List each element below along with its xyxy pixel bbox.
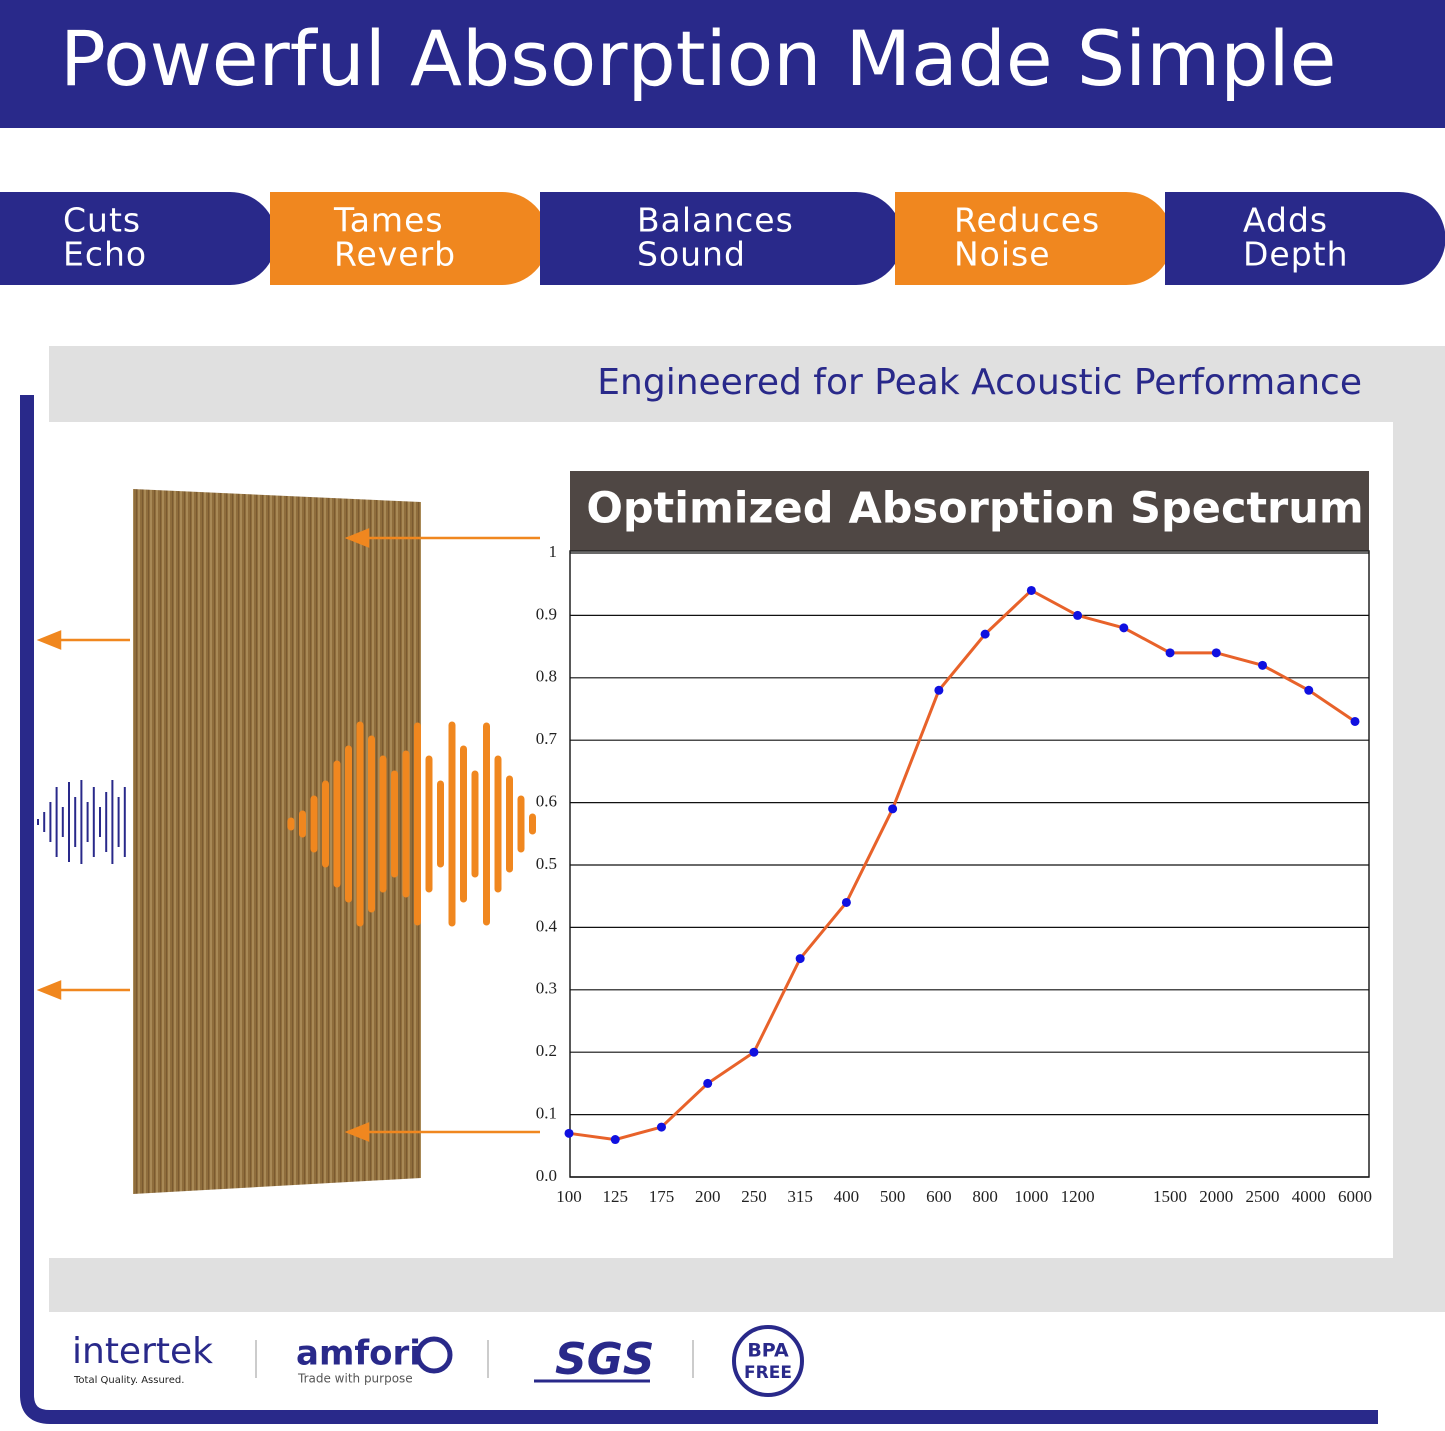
x-tick-label: 800 — [972, 1187, 998, 1206]
y-tick-label: 1 — [549, 542, 558, 561]
data-point — [980, 629, 990, 639]
logo-intertek-tagline: Total Quality. Assured. — [73, 1375, 184, 1386]
logo-intertek: intertek — [72, 1331, 213, 1372]
pill — [895, 192, 1173, 285]
pill-text: Tames — [333, 201, 444, 240]
y-tick-label: 0.0 — [536, 1166, 557, 1185]
chart: 0.0 0.1 0.2 0.3 0.4 0.5 0.6 0.7 0.8 0.9 1 100 125 175… — [536, 542, 1372, 1206]
pill — [0, 192, 277, 285]
x-tick-label: 1000 — [1014, 1187, 1048, 1206]
y-tick-label: 0.5 — [536, 854, 557, 873]
x-tick-label: 1500 — [1153, 1187, 1187, 1206]
x-tick-label: 4000 — [1292, 1187, 1326, 1206]
data-point — [888, 804, 898, 814]
logo-amfori-tagline: Trade with purpose — [297, 1372, 413, 1386]
logos: intertek Total Quality. Assured. amfori … — [72, 1325, 804, 1397]
x-tick-label: 500 — [880, 1187, 906, 1206]
data-point — [1165, 648, 1175, 658]
pill-text: Reduces — [954, 201, 1100, 240]
x-tick-label: 6000 — [1338, 1187, 1372, 1206]
pill-text: Depth — [1243, 235, 1349, 274]
sound-waves — [37, 721, 536, 927]
arrows — [36, 528, 540, 1142]
x-tick-label: 125 — [602, 1187, 628, 1206]
data-point — [1073, 610, 1083, 620]
x-tick-label: 315 — [787, 1187, 813, 1206]
logo-bpa: BPA — [747, 1340, 789, 1362]
data-point — [703, 1078, 713, 1088]
x-tick-label: 250 — [741, 1187, 767, 1206]
header-bar — [0, 0, 1445, 128]
data-point — [934, 685, 944, 695]
data-point — [1211, 648, 1221, 658]
data-point — [795, 954, 805, 964]
data-point — [1119, 623, 1129, 633]
pill-text: Cuts — [63, 201, 141, 240]
logo-bpa-ring — [732, 1325, 804, 1397]
pill-text: Balances — [637, 201, 794, 240]
logo-amfori: amfori — [296, 1334, 421, 1374]
pill-text: Reverb — [334, 235, 456, 274]
header-title: Powerful Absorption Made Simple — [60, 14, 1336, 103]
data-point — [1350, 716, 1360, 726]
pill-text: Echo — [63, 235, 147, 274]
data-point — [656, 1122, 666, 1132]
y-tick-label: 0.4 — [536, 916, 558, 935]
data-point — [564, 1128, 574, 1138]
x-tick-label: 600 — [926, 1187, 952, 1206]
data-point — [610, 1135, 620, 1145]
y-tick-label: 0.3 — [536, 979, 557, 998]
data-point — [1258, 660, 1268, 670]
acoustic-panel — [133, 489, 421, 1194]
chart-title: Optimized Absorption Spectrum — [586, 484, 1363, 534]
x-tick-label: 175 — [649, 1187, 675, 1206]
logo-amfori-mark — [415, 1336, 453, 1374]
data-point — [841, 897, 851, 907]
pill-text: Sound — [637, 235, 746, 274]
x-tick-label: 400 — [834, 1187, 860, 1206]
y-tick-label: 0.7 — [536, 729, 558, 748]
data-point — [1304, 685, 1314, 695]
y-tick-label: 0.9 — [536, 604, 557, 623]
logo-free: FREE — [744, 1363, 792, 1383]
section-title: Engineered for Peak Acoustic Performance — [597, 362, 1362, 403]
y-tick-label: 0.1 — [536, 1104, 557, 1123]
pill — [1165, 192, 1445, 285]
x-tick-label: 2000 — [1199, 1187, 1233, 1206]
y-tick-label: 0.6 — [536, 792, 557, 811]
pill — [270, 192, 549, 285]
x-tick-label: 1200 — [1061, 1187, 1095, 1206]
frame-line — [20, 395, 1378, 1424]
pill-text: Adds — [1243, 201, 1328, 240]
x-tick-label: 100 — [556, 1187, 582, 1206]
pill — [540, 192, 903, 285]
chart-title-bar — [570, 471, 1369, 551]
data-point — [749, 1047, 759, 1057]
x-tick-label: 2500 — [1246, 1187, 1280, 1206]
x-tick-label: 200 — [695, 1187, 721, 1206]
pill-text: Noise — [954, 235, 1051, 274]
series-line — [568, 588, 1356, 1142]
y-tick-label: 0.2 — [536, 1041, 557, 1060]
data-point — [1026, 585, 1036, 595]
y-tick-label: 0.8 — [536, 667, 557, 686]
logo-sgs: SGS — [555, 1334, 655, 1385]
